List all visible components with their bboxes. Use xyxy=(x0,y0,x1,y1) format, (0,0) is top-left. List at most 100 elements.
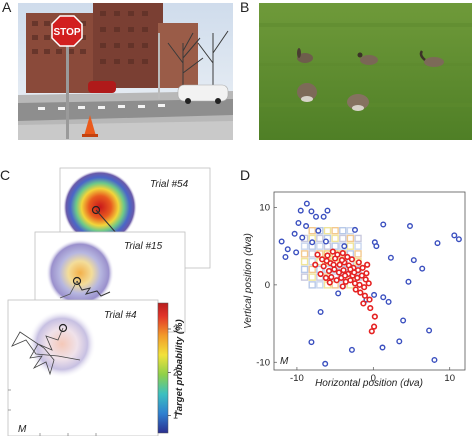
trial-4-card: Trial #4 M xyxy=(7,299,159,436)
red-point xyxy=(330,261,337,268)
blue-fixations xyxy=(278,200,462,367)
red-point xyxy=(364,261,371,268)
grid-cell xyxy=(339,226,347,235)
red-point xyxy=(329,248,336,255)
red-point xyxy=(357,289,364,296)
grid-cell xyxy=(308,273,316,281)
red-point xyxy=(335,269,343,276)
blue-point xyxy=(309,239,316,246)
blue-point xyxy=(293,249,300,256)
trial-15-target-marker xyxy=(72,276,82,286)
trial-4-target-marker xyxy=(58,323,68,333)
x-tick-label: 0 xyxy=(371,373,376,384)
grid-cell xyxy=(300,242,309,250)
grass-field-scene xyxy=(259,3,472,140)
trial-4-label: Trial #4 xyxy=(104,310,137,321)
red-point xyxy=(338,257,346,264)
blue-point xyxy=(385,298,392,305)
red-point xyxy=(331,266,338,273)
goose-2 xyxy=(357,52,378,65)
red-point xyxy=(339,250,346,257)
red-point xyxy=(368,328,375,335)
blue-point xyxy=(291,230,298,237)
red-fixations xyxy=(312,248,378,335)
grid-cell xyxy=(308,265,316,274)
goose-4 xyxy=(297,83,317,102)
red-point xyxy=(325,267,333,275)
blue-point xyxy=(341,243,348,250)
street-photo: STOP xyxy=(18,3,233,140)
colorbar-tick-label: 3 xyxy=(173,324,178,334)
red-point xyxy=(348,256,356,263)
trial-4-heatmap xyxy=(28,310,96,378)
blue-point xyxy=(282,254,289,261)
blue-point xyxy=(380,221,387,228)
red-point xyxy=(326,279,333,286)
red-point xyxy=(320,263,327,270)
grid-cell xyxy=(300,265,309,274)
blue-point xyxy=(431,356,438,363)
grid-cell xyxy=(316,281,324,289)
blue-point xyxy=(410,257,417,264)
blue-point xyxy=(380,294,387,301)
blue-point xyxy=(379,344,386,351)
blue-point xyxy=(396,338,403,345)
blue-point xyxy=(371,291,378,298)
grid-cell xyxy=(346,242,355,250)
colorbar-tick-label: 2 xyxy=(173,367,178,377)
red-point xyxy=(363,270,370,277)
blue-point xyxy=(308,208,315,215)
grid-cell xyxy=(323,226,332,235)
geese-photo xyxy=(259,3,472,140)
x-tick-label: -10 xyxy=(290,373,304,384)
y-axis-ticks: 10 0 -10 xyxy=(256,202,277,368)
goose-1 xyxy=(297,48,313,63)
stop-sign-text: STOP xyxy=(53,27,80,38)
blue-point xyxy=(387,254,394,261)
grid-cell xyxy=(300,257,309,266)
blue-point xyxy=(400,317,407,324)
red-point xyxy=(354,274,361,282)
blue-point xyxy=(324,207,331,214)
panel-b-label: B xyxy=(240,0,250,15)
red-point xyxy=(333,277,340,284)
grid-cell xyxy=(316,242,324,250)
red-point xyxy=(341,272,349,279)
grid-cell xyxy=(300,273,309,281)
trial-54-heatmap xyxy=(63,170,137,244)
blue-point xyxy=(322,238,329,245)
blue-point xyxy=(295,219,302,226)
grid-cell xyxy=(331,234,339,243)
blue-point xyxy=(308,339,315,346)
blue-point xyxy=(406,223,413,230)
grid-cell xyxy=(316,234,324,243)
red-point xyxy=(356,281,363,288)
goose-5 xyxy=(347,94,369,111)
blue-point xyxy=(303,200,310,207)
y-tick-label: 0 xyxy=(265,280,270,291)
red-point xyxy=(358,272,365,279)
blue-point xyxy=(348,346,355,353)
red-point xyxy=(366,296,373,303)
colorbar-label: Target probability (%) xyxy=(174,319,185,416)
blue-point xyxy=(284,246,291,253)
red-point xyxy=(347,266,354,273)
x-tick-label: 10 xyxy=(444,373,455,384)
trial-15-label: Trial #15 xyxy=(124,241,163,252)
fixation-scatter-plot: -10 0 10 100-10 Horizontal position (dva) … xyxy=(243,191,466,389)
red-point xyxy=(334,251,341,258)
colorbar-gradient xyxy=(157,302,169,434)
grid-cell xyxy=(331,242,339,250)
blue-point xyxy=(320,213,327,220)
red-point xyxy=(340,267,347,274)
blue-point xyxy=(426,327,433,334)
red-point xyxy=(359,264,366,271)
grid-cell xyxy=(300,250,309,258)
y-axis-label: Vertical position (dva) xyxy=(243,233,254,329)
trial-15-heatmap xyxy=(46,239,114,307)
blue-point xyxy=(303,223,310,230)
blue-point xyxy=(373,243,380,250)
red-point xyxy=(367,304,374,312)
trial-54-target-marker xyxy=(91,205,101,215)
red-point xyxy=(355,259,362,266)
